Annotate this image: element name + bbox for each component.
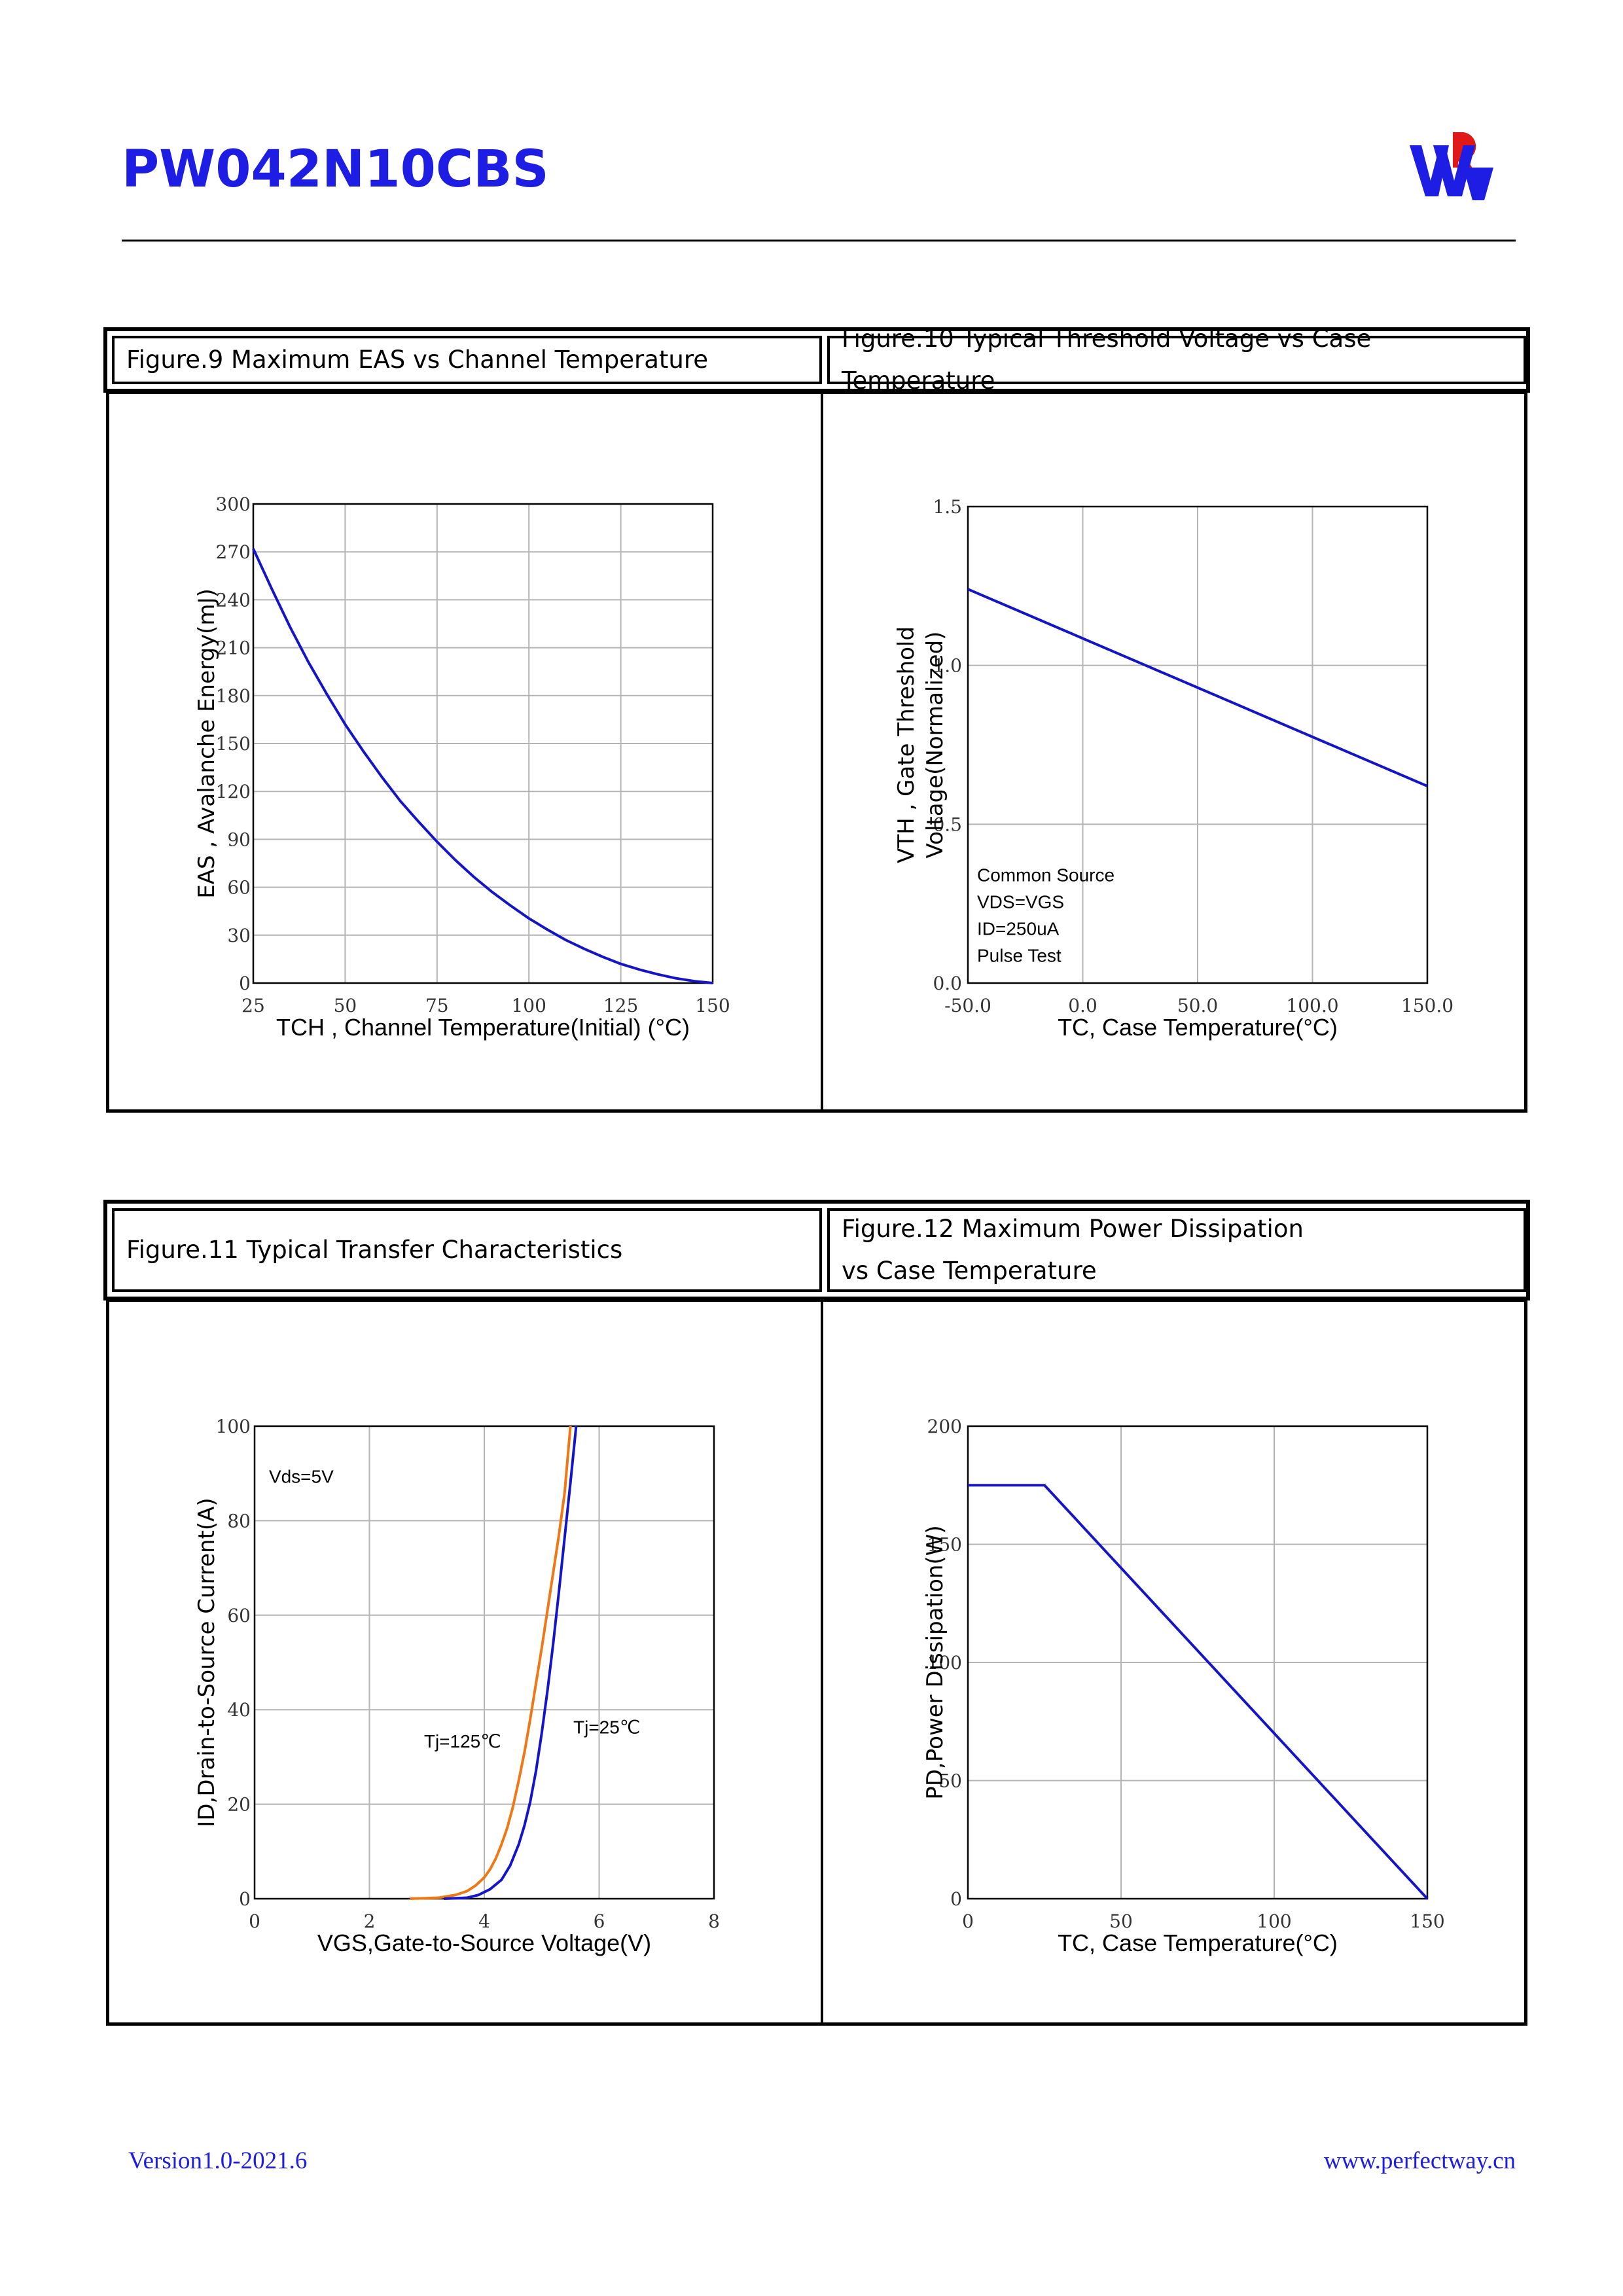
- x-tick-label: 0: [962, 1910, 974, 1932]
- figure-9-caption: Figure.9 Maximum EAS vs Channel Temperat…: [112, 336, 822, 384]
- x-tick-label: 8: [708, 1910, 720, 1932]
- x-tick-label: 75: [425, 995, 449, 1016]
- y-tick-label: 240: [216, 589, 251, 611]
- x-axis-label: TC, Case Temperature(°C): [1058, 1014, 1338, 1041]
- x-axis-label: TCH , Channel Temperature(Initial) (°C): [276, 1014, 690, 1041]
- series-label: Tj=125℃: [424, 1731, 501, 1751]
- y-tick-label: 100: [216, 1416, 251, 1437]
- column-divider: [821, 1302, 823, 2022]
- series-line: [968, 1484, 1429, 1900]
- y-tick-label: 180: [216, 685, 251, 707]
- figures-9-10-section: Figure.9 Maximum EAS vs Channel Temperat…: [103, 325, 1530, 1113]
- x-axis-label: VGS,Gate-to-Source Voltage(V): [317, 1929, 651, 1956]
- y-tick-label: 80: [227, 1510, 251, 1532]
- figure-12-panel: 0 50 100 150 0 50 100 150 200 TC, Case Temperatur…: [823, 1302, 1533, 2022]
- figure-10-caption: Figure.10 Typical Threshold Voltage vs C…: [827, 325, 1526, 395]
- chart-annotation: Pulse Test: [977, 946, 1061, 966]
- document-title: PW042N10CBS: [122, 140, 549, 199]
- y-tick-label: 270: [216, 541, 251, 563]
- figure-9-panel: 25 50 75 100 125 150 0 30 60 90 120 150 180 210 240 270…: [109, 394, 819, 1109]
- y-tick-label: 210: [216, 637, 251, 659]
- footer-version: Version1.0-2021.6: [128, 2147, 308, 2174]
- x-tick-label: 0.0: [1068, 995, 1097, 1016]
- figures-11-12-section: Figure.11 Typical Transfer Characteristi…: [103, 1200, 1530, 2026]
- y-axis-label: EAS , Avalanche Energy(mJ): [194, 588, 220, 898]
- chart-annotation: Common Source: [977, 865, 1115, 886]
- y-tick-label: 0: [239, 1888, 251, 1910]
- x-tick-label: 150.0: [1401, 995, 1454, 1016]
- x-tick-label: 25: [241, 995, 265, 1016]
- y-axis-label: ID,Drain-to-Source Current(A): [194, 1498, 220, 1827]
- x-tick-label: 100.0: [1286, 995, 1338, 1016]
- x-tick-label: 100: [1257, 1910, 1291, 1932]
- x-tick-label: 125: [603, 995, 638, 1016]
- series-line: [967, 588, 1428, 787]
- figures-body: 0 2 4 6 8 0 20 40 60 80 100 VGS,Gate-to-Source Volt…: [106, 1299, 1527, 2026]
- chart-annotation: Vds=5V: [269, 1467, 334, 1487]
- figure-12-caption: Figure.12 Maximum Power Dissipation vs C…: [827, 1208, 1526, 1292]
- x-tick-label: 50: [1109, 1910, 1133, 1932]
- x-tick-label: 4: [478, 1910, 490, 1932]
- plot-frame: [252, 503, 714, 984]
- header-rule: [122, 240, 1516, 242]
- x-tick-label: 6: [594, 1910, 605, 1932]
- figure-10-chart: -50.0 0.0 50.0 100.0 150.00.00.51.01.5TC, Ca…: [893, 496, 1454, 1041]
- figure-11-caption: Figure.11 Typical Transfer Characteristi…: [112, 1208, 822, 1292]
- series-line: [409, 1426, 572, 1900]
- x-tick-label: 50.0: [1177, 995, 1218, 1016]
- y-tick-label: 60: [227, 1605, 251, 1626]
- y-tick-label: 300: [216, 493, 251, 515]
- y-tick-label: 0.5: [933, 814, 962, 835]
- figure-10-panel: -50.0 0.0 50.0 100.0 150.0 0.0 0.5 1.0 1.5 TC, Ca…: [823, 394, 1533, 1109]
- chart-annotation: VDS=VGS: [977, 892, 1064, 912]
- caption-row: Figure.9 Maximum EAS vs Channel Temperat…: [103, 325, 1530, 395]
- caption-row: Figure.11 Typical Transfer Characteristi…: [103, 1200, 1530, 1300]
- company-logo: [1410, 132, 1493, 200]
- x-tick-label: 50: [334, 995, 357, 1016]
- x-axis-label: TC, Case Temperature(°C): [1058, 1929, 1338, 1956]
- figure-12-chart: 0 50 100 150 0 50 100 150 200 TC, Case Temperatur…: [922, 1416, 1445, 1956]
- column-divider: [821, 394, 823, 1109]
- figure-9-chart: 25 50 75 100 125 150 0 30 60 90 120 150 180 210 240 270…: [194, 493, 730, 1041]
- series-line: [252, 548, 713, 984]
- series-line: [444, 1426, 578, 1900]
- x-tick-label: 0: [249, 1910, 260, 1932]
- y-tick-label: 40: [227, 1699, 251, 1721]
- x-tick-label: 150: [695, 995, 730, 1016]
- y-tick-label: 0: [950, 1888, 962, 1910]
- y-tick-label: 1.5: [933, 496, 962, 518]
- y-axis-label: Voltage(Normalized): [922, 632, 948, 859]
- y-tick-label: 0.0: [933, 973, 962, 994]
- y-tick-label: 60: [227, 877, 251, 899]
- x-tick-label: 2: [364, 1910, 376, 1932]
- plot-frame: [253, 1425, 715, 1900]
- y-tick-label: 150: [216, 733, 251, 755]
- x-tick-label: -50.0: [944, 995, 991, 1016]
- figures-body: 25 50 75 100 125 150 0 30 60 90 120 150 180 210 240 270…: [106, 391, 1527, 1113]
- chart-annotation: ID=250uA: [977, 919, 1060, 939]
- y-tick-label: 0: [239, 973, 251, 994]
- y-tick-label: 100: [927, 1652, 962, 1674]
- plot-frame: [967, 1425, 1429, 1900]
- y-axis-label: VTH , Gate Threshold: [893, 626, 919, 863]
- x-tick-label: 100: [511, 995, 546, 1016]
- footer-url[interactable]: www.perfectway.cn: [1323, 2147, 1516, 2174]
- y-tick-label: 150: [927, 1534, 962, 1556]
- y-tick-label: 30: [227, 925, 251, 946]
- plot-frame: [967, 505, 1429, 984]
- figure-11-panel: 0 2 4 6 8 0 20 40 60 80 100 VGS,Gate-to-Source Volt…: [109, 1302, 819, 2022]
- y-tick-label: 90: [227, 829, 251, 850]
- y-tick-label: 20: [227, 1794, 251, 1816]
- y-tick-label: 1.0: [933, 655, 962, 677]
- series-label: Tj=25℃: [573, 1717, 640, 1737]
- y-axis-label: PD,Power Dissipation(W): [922, 1525, 948, 1799]
- y-tick-label: 120: [216, 781, 251, 802]
- y-tick-label: 200: [927, 1416, 962, 1437]
- y-tick-label: 50: [938, 1770, 962, 1792]
- x-tick-label: 150: [1410, 1910, 1444, 1932]
